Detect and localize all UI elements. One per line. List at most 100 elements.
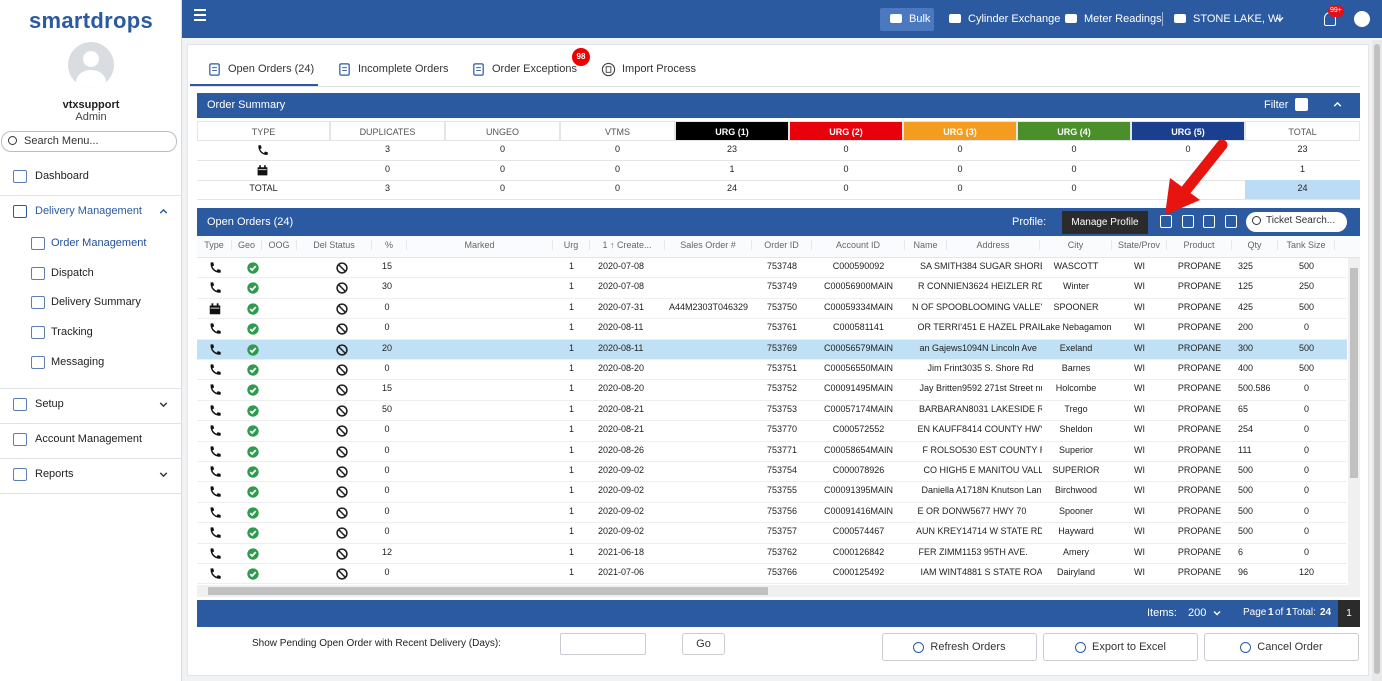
- order-cell: C00091416MAIN: [823, 505, 894, 516]
- submenu-icon: [31, 356, 45, 369]
- column-header[interactable]: Qty: [1232, 240, 1278, 250]
- type-icon: [209, 303, 221, 315]
- order-row[interactable]: [197, 543, 1347, 564]
- order-row[interactable]: [197, 298, 1347, 320]
- tab[interactable]: Order Exceptions: [492, 63, 577, 75]
- order-cell: WASCOTT: [1053, 261, 1099, 271]
- order-cell: N OF SPOO: [911, 301, 962, 312]
- submenu-item[interactable]: Delivery Summary: [51, 296, 141, 308]
- order-cell: C00091495MAIN: [823, 383, 894, 394]
- order-row[interactable]: [197, 421, 1347, 442]
- column-header[interactable]: %: [372, 240, 407, 250]
- order-row[interactable]: [197, 400, 1347, 422]
- summary-col-head: URG (4): [1017, 121, 1131, 141]
- menu-item[interactable]: Account Management: [35, 433, 143, 445]
- column-header[interactable]: Del Status: [297, 240, 372, 250]
- filter-checkbox[interactable]: [1295, 98, 1308, 111]
- page-current[interactable]: 1: [1338, 600, 1360, 627]
- order-row[interactable]: [197, 564, 1347, 585]
- column-header[interactable]: Account ID: [812, 240, 905, 250]
- go-button[interactable]: Go: [682, 633, 725, 655]
- menu-item[interactable]: Setup: [35, 398, 64, 410]
- submenu-item[interactable]: Dispatch: [51, 267, 94, 279]
- column-header[interactable]: Sales Order #: [665, 240, 752, 250]
- submenu-item[interactable]: Tracking: [51, 326, 93, 338]
- tab-icon: [209, 63, 220, 76]
- order-row[interactable]: [197, 462, 1347, 483]
- tab[interactable]: Incomplete Orders: [358, 63, 449, 75]
- menu-item[interactable]: Reports: [35, 468, 74, 480]
- column-header[interactable]: Marked: [407, 240, 553, 250]
- tab-underline: [190, 84, 318, 86]
- order-row[interactable]: [197, 278, 1347, 299]
- summary-cell: 0: [499, 164, 505, 174]
- order-cell: PROPANE: [1177, 424, 1222, 435]
- column-header[interactable]: State/Prov: [1112, 240, 1167, 250]
- tab[interactable]: Open Orders (24): [228, 63, 315, 75]
- days-input[interactable]: [560, 633, 646, 655]
- order-row[interactable]: [197, 258, 1347, 279]
- menu-icon: [13, 468, 27, 481]
- order-row[interactable]: [197, 441, 1347, 462]
- toolbar-icon[interactable]: [1182, 215, 1194, 228]
- order-row[interactable]: [197, 482, 1347, 503]
- order-cell: 'OR TERRI: [917, 322, 962, 333]
- tab-icon: [601, 62, 616, 77]
- topbar-item[interactable]: Meter Readings: [1084, 13, 1162, 25]
- separator: [0, 423, 182, 424]
- column-header[interactable]: City: [1040, 240, 1112, 250]
- menu-item[interactable]: Delivery Management: [35, 205, 142, 217]
- footer-button[interactable]: Cancel Order: [1204, 633, 1359, 661]
- order-row[interactable]: [197, 319, 1347, 340]
- column-header[interactable]: OOG: [262, 240, 297, 250]
- type-icon: [210, 405, 221, 416]
- column-header[interactable]: 1 ↑ Create...: [590, 240, 665, 250]
- order-cell: WI: [1134, 322, 1145, 333]
- order-cell: 96: [1238, 567, 1249, 577]
- order-row[interactable]: [197, 380, 1347, 401]
- pagination-text: 200: [1188, 607, 1207, 619]
- column-header[interactable]: Product: [1167, 240, 1232, 250]
- order-cell: A44M2303T046329: [668, 301, 749, 312]
- column-header[interactable]: Type: [197, 240, 232, 250]
- tab[interactable]: Import Process: [622, 63, 696, 75]
- order-cell: WI: [1134, 342, 1145, 353]
- footer-button[interactable]: Export to Excel: [1043, 633, 1198, 661]
- column-header[interactable]: Name: [905, 240, 947, 250]
- order-cell: 2020-09-02: [598, 526, 645, 537]
- order-cell: 753766: [766, 567, 798, 577]
- topbar-item[interactable]: Bulk: [909, 13, 931, 25]
- column-header[interactable]: Tank Size: [1278, 240, 1335, 250]
- search-menu[interactable]: Search Menu...: [1, 131, 177, 152]
- order-row[interactable]: [197, 339, 1347, 360]
- order-row[interactable]: [197, 523, 1347, 544]
- summary-cell: 24: [1297, 183, 1308, 193]
- footer-button[interactable]: Refresh Orders: [882, 633, 1037, 661]
- toolbar-icon[interactable]: [1225, 215, 1237, 228]
- summary-header: [197, 93, 1360, 118]
- topbar-item[interactable]: STONE LAKE, WI: [1193, 13, 1282, 25]
- order-cell: Jay Britten: [919, 383, 962, 394]
- submenu-item[interactable]: Order Management: [51, 237, 147, 249]
- order-cell: 1: [568, 281, 574, 292]
- order-cell: PROPANE: [1177, 383, 1222, 394]
- column-header[interactable]: Order ID: [752, 240, 812, 250]
- order-cell: 753757: [766, 526, 798, 537]
- pagination-text: Items:: [1147, 607, 1177, 619]
- order-row[interactable]: [197, 502, 1347, 524]
- ticket-search[interactable]: Ticket Search...: [1246, 212, 1347, 232]
- toolbar-icon[interactable]: [1160, 215, 1172, 228]
- column-header[interactable]: Urg: [553, 240, 590, 250]
- toolbar-icon[interactable]: [1203, 215, 1215, 228]
- order-cell: 500: [1238, 485, 1254, 496]
- column-header[interactable]: Address: [947, 240, 1040, 250]
- column-header[interactable]: Geo: [232, 240, 262, 250]
- order-row[interactable]: [197, 360, 1347, 381]
- order-cell: 0: [384, 301, 390, 312]
- user-avatar[interactable]: [1354, 11, 1370, 27]
- summary-col-head: TYPE: [197, 121, 330, 141]
- menu-item[interactable]: Dashboard: [35, 170, 89, 182]
- submenu-item[interactable]: Messaging: [51, 356, 105, 368]
- order-cell: N8031 LAKESIDE RD: [962, 403, 1042, 414]
- topbar-item[interactable]: Cylinder Exchange: [968, 13, 1061, 25]
